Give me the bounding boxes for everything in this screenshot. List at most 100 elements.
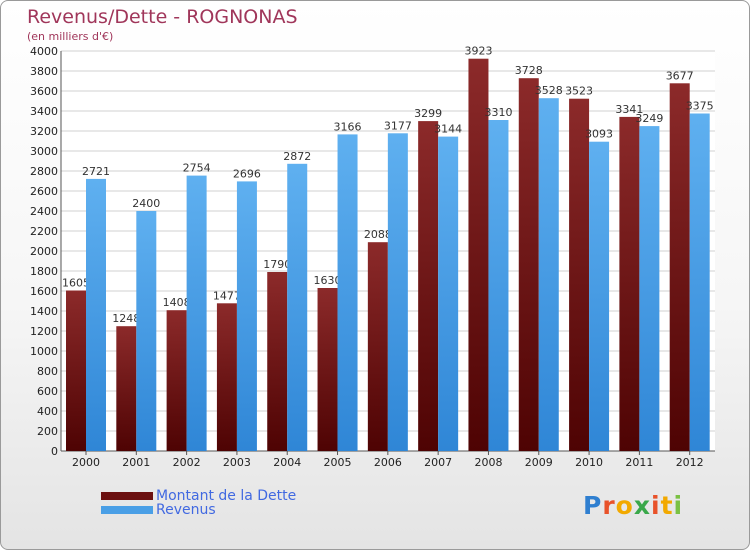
y-tick-label: 200: [37, 425, 58, 438]
x-tick-label: 2004: [273, 456, 301, 469]
data-label-dette: 1477: [213, 289, 241, 302]
data-label-revenus: 2872: [283, 150, 311, 163]
data-label-revenus: 3528: [535, 84, 563, 97]
y-tick-label: 2000: [30, 245, 58, 258]
logo-letter: P: [583, 491, 603, 520]
y-tick-label: 1800: [30, 265, 58, 278]
logo-letter: x: [633, 491, 651, 520]
data-label-dette: 3299: [414, 107, 442, 120]
data-label-dette: 3341: [615, 103, 643, 116]
y-tick-label: 2200: [30, 225, 58, 238]
logo-letter: i: [673, 491, 684, 520]
y-tick-label: 4000: [30, 45, 58, 58]
legend-label-revenus: Revenus: [156, 502, 216, 518]
chart-title: Revenus/Dette - ROGNONAS: [27, 6, 298, 28]
logo-letter: t: [660, 491, 674, 520]
y-tick-label: 3200: [30, 125, 58, 138]
data-label-dette: 2088: [364, 228, 392, 241]
bar-revenus: [589, 141, 610, 451]
x-tick-label: 2012: [676, 456, 704, 469]
bar-revenus: [236, 181, 257, 451]
y-tick-label: 0: [51, 445, 58, 458]
data-label-dette: 1790: [263, 258, 291, 271]
y-tick-label: 1600: [30, 285, 58, 298]
bar-dette: [418, 121, 439, 451]
bar-dette: [518, 78, 539, 451]
bar-revenus: [337, 134, 358, 451]
data-label-dette: 3523: [565, 85, 593, 98]
bar-revenus: [287, 163, 308, 452]
y-tick-label: 1200: [30, 325, 58, 338]
y-tick-label: 1000: [30, 345, 58, 358]
y-tick-label: 3600: [30, 85, 58, 98]
data-label-revenus: 2400: [132, 197, 160, 210]
x-tick-label: 2002: [173, 456, 201, 469]
x-tick-label: 2009: [525, 456, 553, 469]
data-label-dette: 3677: [666, 69, 694, 82]
y-tick-label: 2600: [30, 185, 58, 198]
bar-dette: [317, 288, 338, 451]
data-label-dette: 1605: [62, 277, 90, 290]
x-tick-label: 2000: [72, 456, 100, 469]
bar-dette: [669, 83, 690, 452]
data-label-dette: 1408: [163, 296, 191, 309]
x-tick-label: 2001: [122, 456, 150, 469]
bar-dette: [367, 242, 388, 451]
data-label-dette: 1248: [112, 312, 140, 325]
data-label-dette: 1630: [314, 274, 342, 287]
bar-revenus: [136, 211, 157, 451]
bar-revenus: [689, 113, 710, 451]
x-tick-label: 2011: [625, 456, 653, 469]
y-tick-label: 600: [37, 385, 58, 398]
data-label-dette: 3728: [515, 64, 543, 77]
data-label-revenus: 3177: [384, 119, 412, 132]
x-tick-label: 2007: [424, 456, 452, 469]
bar-dette: [66, 290, 86, 451]
data-label-revenus: 2721: [82, 165, 110, 178]
data-label-revenus: 3144: [434, 123, 462, 136]
bar-revenus: [538, 98, 559, 451]
y-tick-label: 2400: [30, 205, 58, 218]
x-tick-label: 2010: [575, 456, 603, 469]
bar-revenus: [639, 126, 660, 451]
x-tick-label: 2008: [474, 456, 502, 469]
bar-revenus: [387, 133, 408, 452]
proxiti-logo: Proxiti: [583, 491, 683, 520]
legend-item-dette: Montant de la Dette: [101, 488, 296, 504]
x-tick-label: 2006: [374, 456, 402, 469]
data-label-revenus: 3375: [686, 100, 714, 113]
bar-dette: [569, 98, 590, 451]
legend-item-revenus: Revenus: [101, 502, 216, 518]
y-tick-label: 1400: [30, 305, 58, 318]
bar-dette: [468, 58, 489, 451]
y-tick-label: 3000: [30, 145, 58, 158]
bar-dette: [619, 116, 640, 452]
logo-letter: o: [615, 491, 634, 520]
bar-dette: [216, 303, 237, 451]
y-tick-label: 3400: [30, 105, 58, 118]
data-label-revenus: 3166: [334, 120, 362, 133]
legend-swatch-dette: [101, 492, 153, 500]
data-label-dette: 3923: [464, 45, 492, 58]
legend-label-dette: Montant de la Dette: [156, 488, 297, 504]
bar-revenus: [488, 120, 509, 451]
y-tick-label: 800: [37, 365, 58, 378]
data-label-revenus: 2696: [233, 167, 261, 180]
legend-swatch-revenus: [101, 506, 153, 514]
data-label-revenus: 2754: [183, 162, 211, 175]
data-label-revenus: 3249: [635, 112, 663, 125]
x-tick-label: 2005: [324, 456, 352, 469]
logo-letter: i: [651, 491, 661, 520]
y-tick-label: 3800: [30, 65, 58, 78]
bar-revenus: [438, 136, 459, 451]
bar-dette: [116, 326, 137, 451]
logo-letter: r: [602, 491, 616, 520]
y-tick-label: 400: [37, 405, 58, 418]
chart-subtitle: (en milliers d'€): [27, 30, 114, 43]
y-tick-label: 2800: [30, 165, 58, 178]
bar-dette: [267, 272, 288, 451]
bar-revenus: [186, 175, 207, 451]
bar-dette: [166, 310, 187, 451]
